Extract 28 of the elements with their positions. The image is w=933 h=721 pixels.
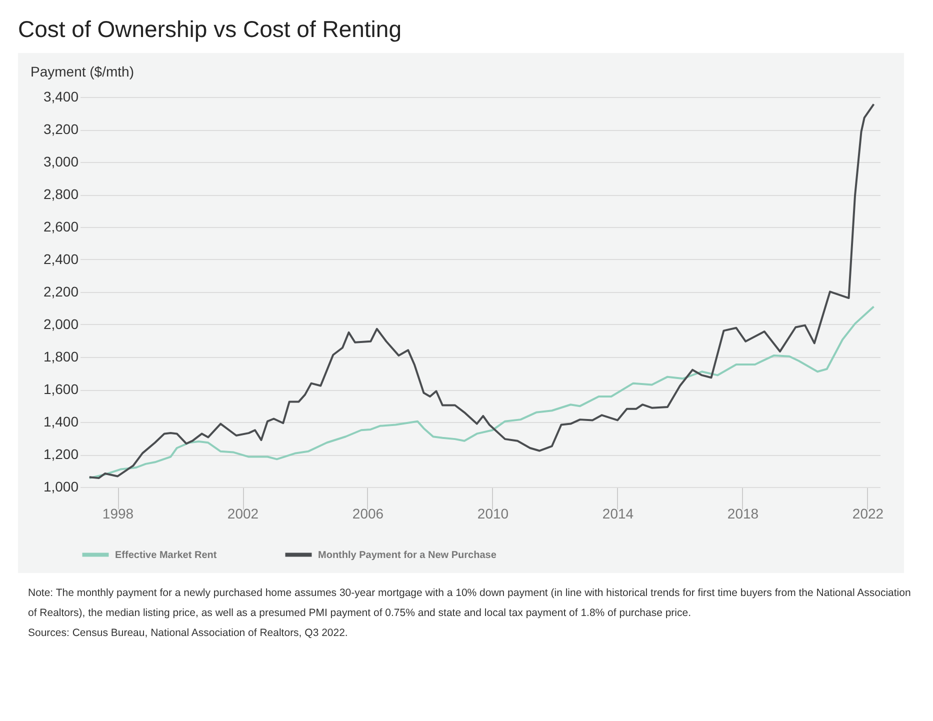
line-series (88, 306, 875, 480)
source-note: Sources: Census Bureau, National Association of Realtors, Q3 2022. (28, 626, 349, 641)
x-tick-label: 2010 (477, 506, 509, 522)
y-tick-label: 2,800 (43, 186, 79, 202)
x-tick-label: 1998 (102, 506, 134, 522)
chart-title: Cost of Ownership vs Cost of Renting (18, 16, 402, 43)
x-tick-label: 2014 (602, 506, 634, 522)
y-tick-label: 3,200 (43, 121, 79, 137)
y-tick-label: 1,200 (43, 446, 79, 462)
y-tick-label: 1,600 (43, 381, 79, 397)
x-tick-label: 2006 (352, 506, 384, 522)
text: Note: The monthly payment for a newly purchased home assumes 30-year mortgage with a 10% down payment (in line with historical trends for first time buyers from the National Association of Realtors), the median listing price, as well as a presumed PMI payment of 0.75% and state and local tax payment of 1.8% of purchase price. (28, 586, 912, 621)
x-tick-label: 2002 (227, 506, 259, 522)
x-tick-label: 2018 (727, 506, 759, 522)
y-tick-label: 2,400 (43, 251, 79, 267)
legend-label: Monthly Payment for a New Purchase (318, 550, 497, 561)
y-tick-label: 1,000 (43, 478, 79, 494)
y-tick-label: 2,600 (43, 218, 79, 234)
line-series (88, 103, 875, 480)
y-tick-label: 1,400 (43, 414, 79, 430)
x-tick-label: 2022 (852, 506, 884, 522)
y-tick-label: 3,000 (43, 154, 79, 170)
y-tick-label: 2,000 (43, 316, 79, 332)
y-axis-title: Payment ($/mth) (30, 64, 134, 80)
y-tick-label: 2,200 (43, 284, 79, 300)
y-tick-label: 1,800 (43, 348, 79, 364)
y-tick-label: 3,400 (43, 88, 79, 104)
legend-label: Effective Market Rent (115, 550, 218, 561)
